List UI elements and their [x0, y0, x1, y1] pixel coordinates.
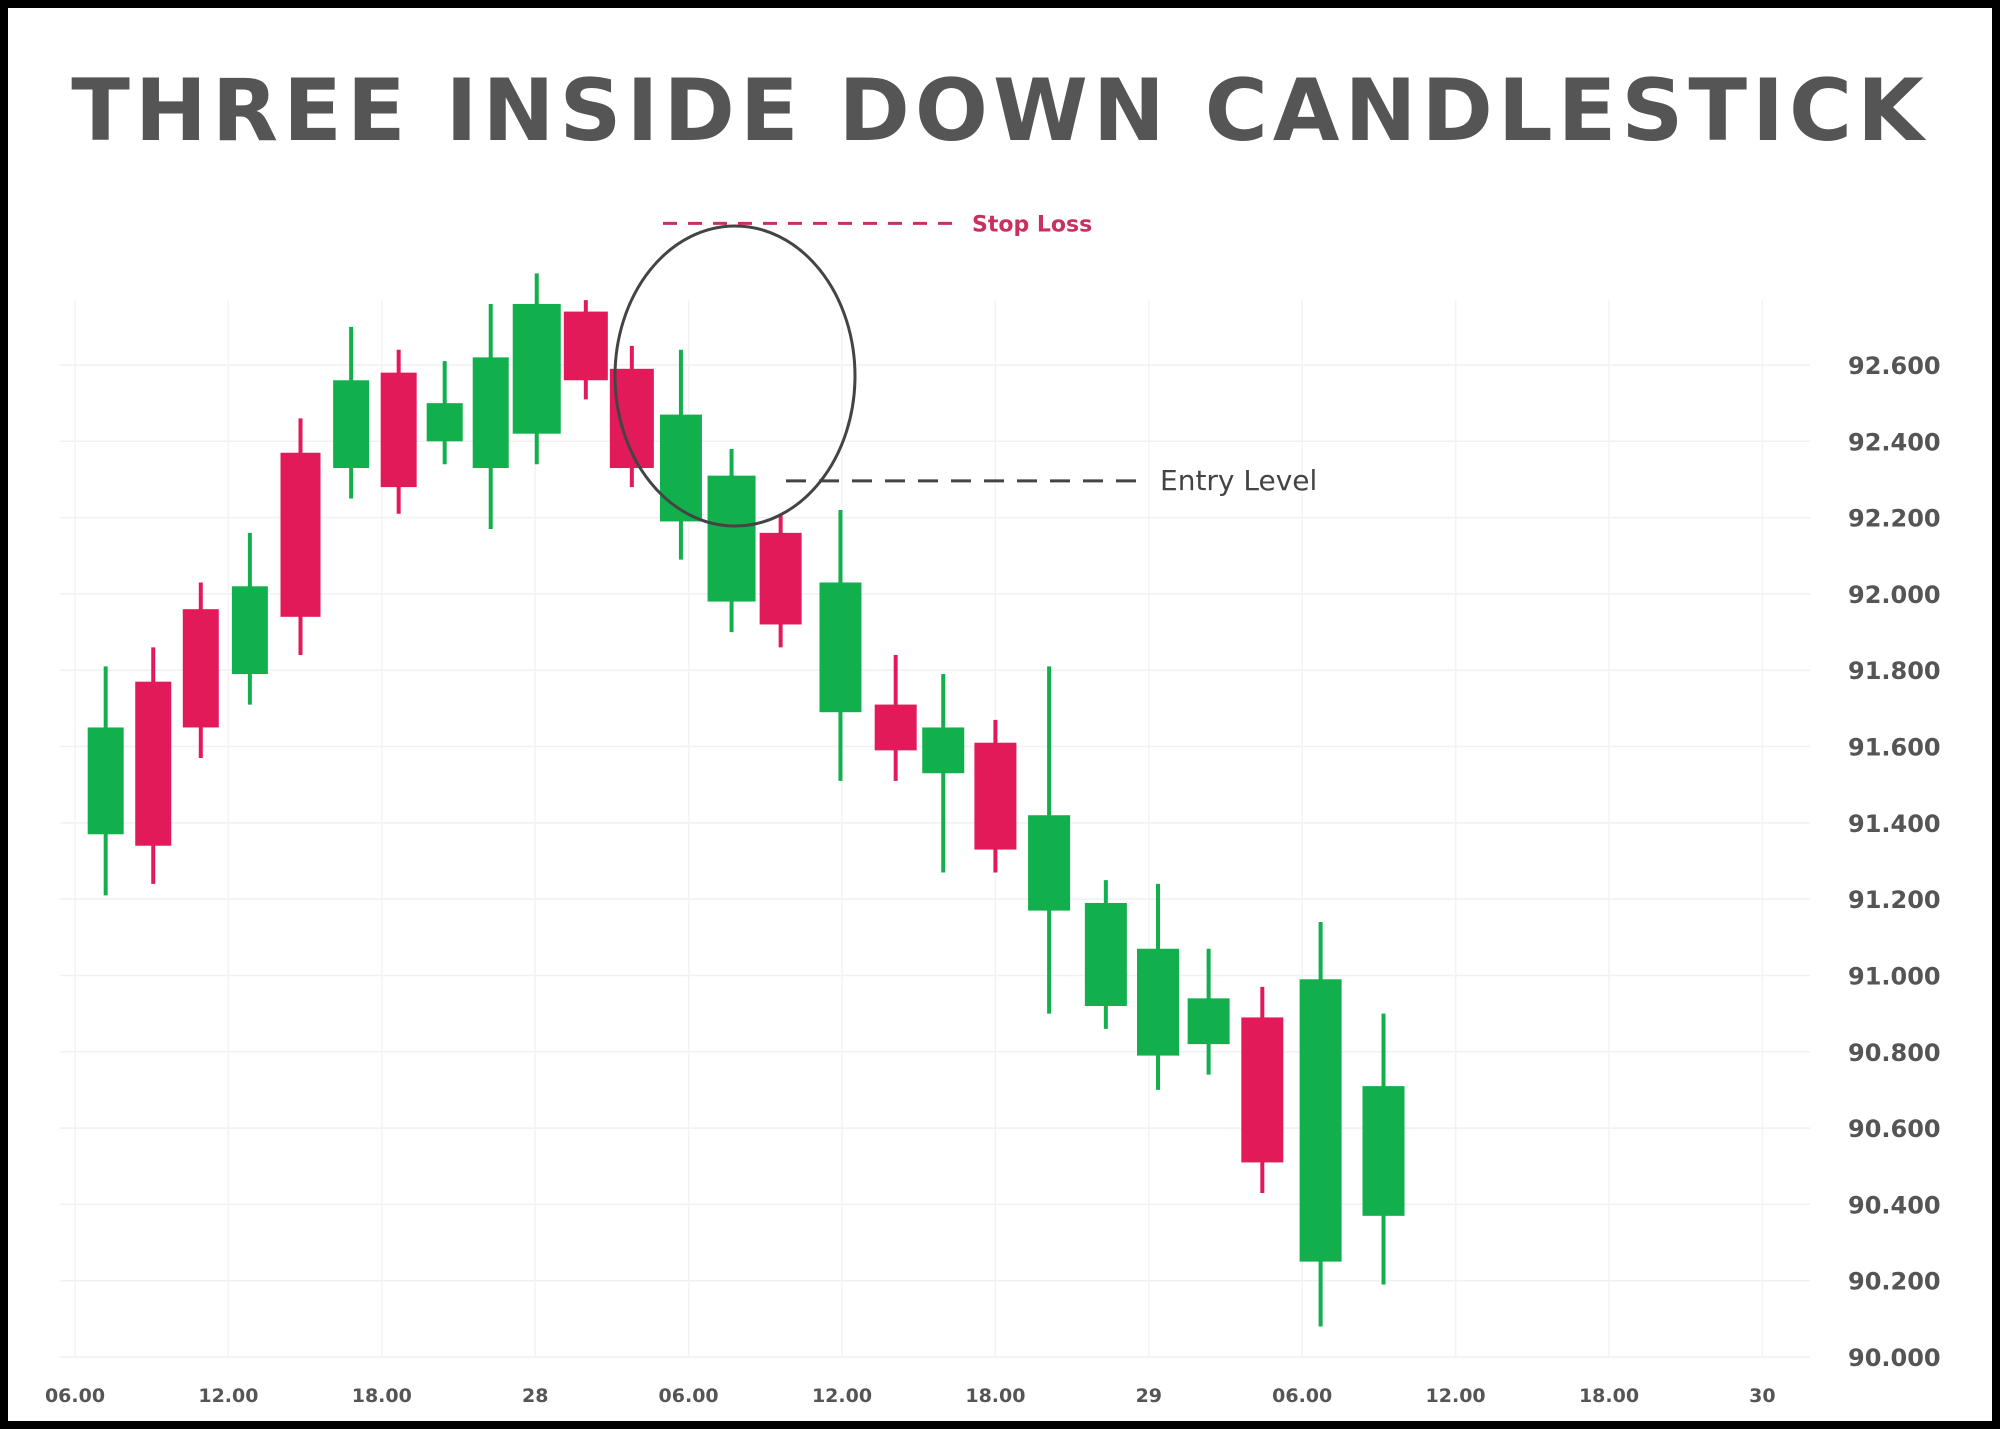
- grid: [60, 300, 1810, 1358]
- y-tick-label: 91.000: [1848, 962, 1941, 990]
- candlestick-chart: THREE INSIDE DOWN CANDLESTICK Stop Loss …: [45, 61, 1941, 1407]
- candle-body-bullish: [1299, 979, 1342, 1262]
- y-tick-label: 90.400: [1848, 1191, 1941, 1219]
- x-tick-label: 28: [522, 1385, 548, 1407]
- x-tick-label: 18.00: [965, 1385, 1025, 1407]
- x-tick-label: 06.00: [1272, 1385, 1332, 1407]
- candle-body-bullish: [333, 380, 370, 469]
- candles: [87, 273, 1405, 1327]
- candle-body-bullish: [1187, 998, 1230, 1045]
- x-tick-label: 29: [1136, 1385, 1162, 1407]
- y-tick-label: 91.400: [1848, 810, 1941, 838]
- candle-body-bearish: [874, 704, 917, 751]
- y-tick-label: 91.200: [1848, 886, 1941, 914]
- x-tick-label: 06.00: [45, 1385, 105, 1407]
- candle-body-bullish: [1084, 902, 1127, 1006]
- y-tick-label: 90.000: [1848, 1344, 1941, 1372]
- y-tick-label: 92.000: [1848, 581, 1941, 609]
- candle-body-bearish: [563, 311, 608, 381]
- candle-body-bullish: [231, 586, 268, 675]
- y-tick-label: 92.200: [1848, 505, 1941, 533]
- stop-loss-label: Stop Loss: [972, 212, 1092, 237]
- candle-body-bullish: [659, 414, 702, 522]
- candle-body-bearish: [1241, 1017, 1284, 1163]
- candle-body-bullish: [512, 303, 561, 434]
- candle-body-bullish: [1362, 1086, 1405, 1216]
- candle-body-bearish: [759, 532, 802, 625]
- y-tick-label: 91.800: [1848, 657, 1941, 685]
- candle-body-bullish: [1137, 948, 1180, 1056]
- candle-body-bullish: [472, 357, 509, 469]
- y-tick-label: 91.600: [1848, 734, 1941, 762]
- candle-body-bearish: [135, 681, 172, 846]
- candle-body-bullish: [819, 582, 862, 713]
- candle-body-bullish: [426, 403, 463, 442]
- x-tick-label: 18.00: [352, 1385, 412, 1407]
- x-tick-label: 12.00: [812, 1385, 872, 1407]
- y-tick-label: 92.600: [1848, 352, 1941, 380]
- x-axis: 06.00 12.00 18.00 28 06.00 12.00 18.00 29 06.00 1…: [45, 1385, 1776, 1407]
- candle-body-bullish: [87, 727, 124, 835]
- y-tick-label: 90.600: [1848, 1115, 1941, 1143]
- x-tick-label: 06.00: [659, 1385, 719, 1407]
- candle-body-bearish: [380, 372, 417, 488]
- y-tick-label: 92.400: [1848, 428, 1941, 456]
- candle-body-bullish: [1028, 815, 1071, 911]
- candle-body-bullish: [922, 727, 965, 774]
- x-tick-label: 18.00: [1579, 1385, 1639, 1407]
- pattern-highlight-circle: [613, 224, 857, 528]
- candle-body-bullish: [707, 475, 756, 602]
- candle-body-bearish: [280, 452, 321, 617]
- y-axis: 92.600 92.400 92.200 92.000 91.800 91.600 91.4…: [1848, 352, 1941, 1372]
- entry-level-label: Entry Level: [1160, 464, 1317, 497]
- y-tick-label: 90.200: [1848, 1268, 1941, 1296]
- y-tick-label: 90.800: [1848, 1039, 1941, 1067]
- x-tick-label: 30: [1749, 1385, 1775, 1407]
- candle-body-bearish: [974, 742, 1017, 850]
- x-tick-label: 12.00: [198, 1385, 258, 1407]
- chart-title: THREE INSIDE DOWN CANDLESTICK: [71, 61, 1928, 161]
- annotations: Stop Loss Entry Level: [613, 212, 1317, 528]
- x-tick-label: 12.00: [1426, 1385, 1486, 1407]
- candle-body-bearish: [182, 609, 219, 728]
